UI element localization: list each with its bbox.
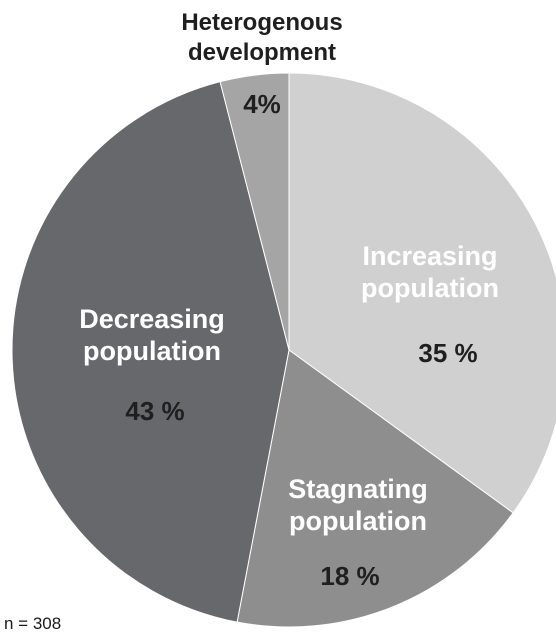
- slice-label-heterogenous: Heterogenous development: [181, 9, 342, 66]
- pie-slices: [11, 72, 556, 628]
- pie-slice-heterogenous: [219, 72, 290, 351]
- slice-label-increasing: Increasing population: [361, 241, 499, 303]
- slice-label-stagnating: Stagnating population: [288, 474, 428, 536]
- slice-value-decreasing: 43 %: [125, 396, 184, 426]
- slice-value-stagnating: 18 %: [320, 561, 379, 591]
- pie-slice-decreasing: [11, 81, 290, 623]
- slice-value-heterogenous: 4%: [243, 89, 281, 119]
- slice-value-increasing: 35 %: [418, 338, 477, 368]
- slice-label-decreasing: Decreasing population: [79, 304, 225, 366]
- pie-slice-increasing: [288, 72, 556, 514]
- sample-size-note: n = 308: [4, 614, 62, 633]
- pie-slice-stagnating: [236, 349, 514, 628]
- pie-labels: Increasing population 35 % Stagnating popula…: [79, 9, 499, 591]
